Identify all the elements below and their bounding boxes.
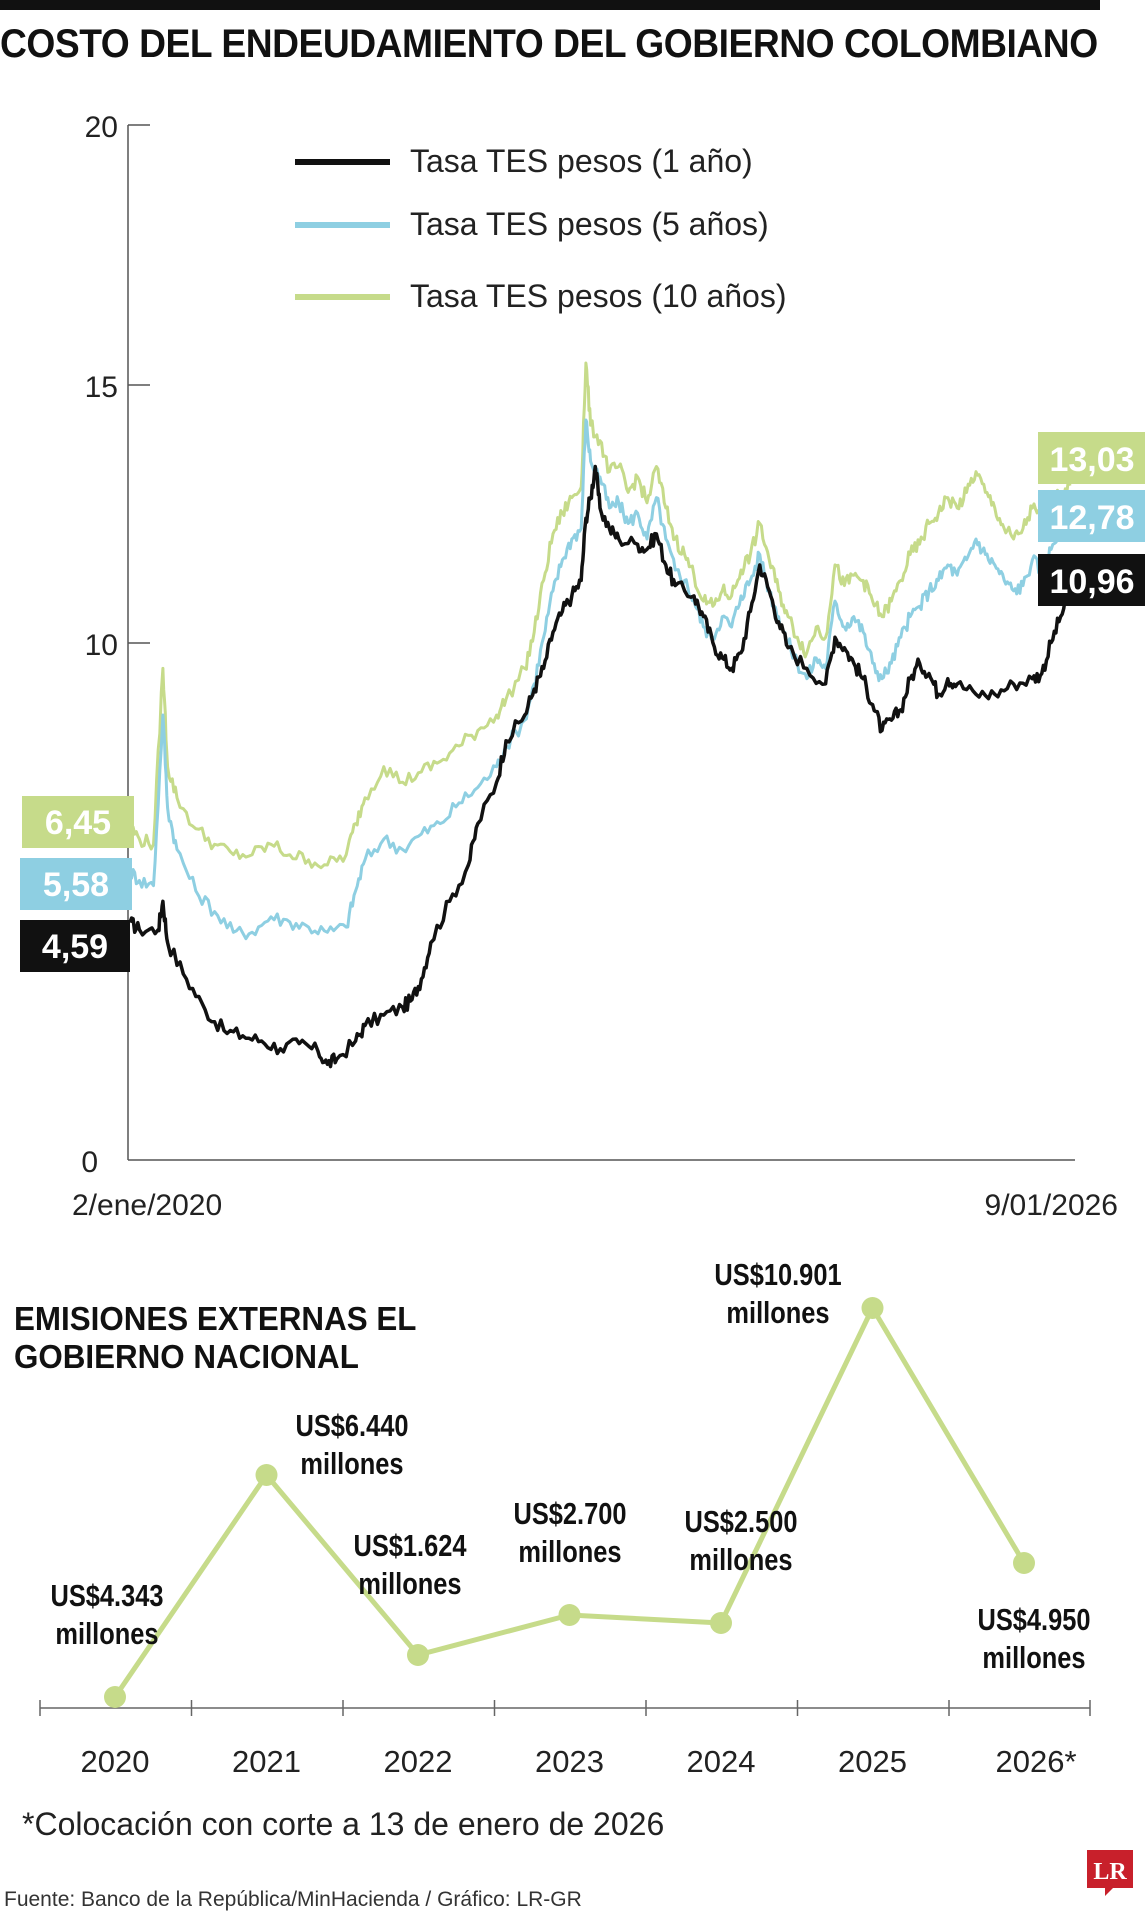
emission-point-2024 (710, 1612, 732, 1634)
start-tag-5y (20, 858, 132, 910)
end-tag-5y (1038, 490, 1145, 542)
emission-amount: US$10.901 (713, 1257, 842, 1292)
year-label-2020: 2020 (81, 1744, 150, 1779)
series-line-10y (128, 361, 1072, 870)
emission-point-2023 (558, 1604, 581, 1626)
end-value-5y: 12,78 (1049, 499, 1134, 537)
year-label-2025: 2025 (838, 1744, 907, 1779)
emission-amount: US$2.500 (684, 1504, 798, 1539)
emission-amount: US$4.343 (50, 1578, 164, 1613)
series-line-1y (128, 464, 1072, 1069)
emission-value-label-2022: US$1.624 millones (336, 1527, 484, 1603)
emission-unit: millones (517, 1534, 622, 1569)
year-label-2022: 2022 (384, 1744, 453, 1779)
y-tick-label: 10 (85, 629, 118, 662)
year-label-2023: 2023 (535, 1744, 604, 1779)
end-value-10y: 13,03 (1049, 441, 1134, 479)
start-value-10y: 6,45 (45, 804, 111, 842)
emission-point-2025 (861, 1297, 884, 1319)
lr-logo-shape (1087, 1850, 1133, 1896)
emission-value-label-2021: US$6.440 millones (278, 1407, 426, 1483)
emission-point-2022 (407, 1644, 429, 1666)
lr-logo-text: LR (1093, 1859, 1127, 1885)
emission-amount: US$2.700 (512, 1496, 627, 1531)
legend-label-10y: Tasa TES pesos (10 años) (410, 278, 787, 314)
year-label-2021: 2021 (232, 1744, 301, 1779)
emission-point-2020 (104, 1686, 126, 1708)
y-tick-label: 20 (85, 111, 118, 144)
year-label-2024: 2024 (687, 1744, 756, 1779)
chart-title: COSTO DEL ENDEUDAMIENTO DEL GOBIERNO COL… (0, 22, 1098, 66)
emission-value-label-2023: US$2.700 millones (496, 1495, 644, 1571)
emission-value-label-2025: US$10.901 millones (704, 1256, 852, 1332)
emission-value-label-2024: US$2.500 millones (667, 1503, 815, 1579)
emission-unit: millones (982, 1640, 1086, 1675)
emission-amount: US$1.624 (353, 1528, 467, 1563)
source-credit: Fuente: Banco de la República/MinHaciend… (4, 1888, 582, 1911)
emission-value-label-2020: US$4.343 millones (33, 1577, 181, 1653)
emission-point-2026 (1013, 1552, 1035, 1574)
emission-value-label-2026: US$4.950 millones (960, 1601, 1108, 1677)
lr-logo: LR (1087, 1850, 1133, 1896)
emission-unit: millones (358, 1566, 462, 1601)
emission-unit: millones (55, 1616, 159, 1651)
end-tag-10y (1038, 432, 1145, 484)
tes-rates-chart: 20 15 10 0 2/ene/2020 9/01/2026 Tasa TES… (20, 111, 1145, 1222)
start-tag-10y (22, 796, 134, 848)
emission-unit: millones (299, 1446, 404, 1481)
legend-label-1y: Tasa TES pesos (1 año) (410, 143, 753, 179)
emission-amount: US$4.950 (977, 1602, 1091, 1637)
emission-unit: millones (689, 1542, 793, 1577)
start-value-5y: 5,58 (43, 866, 109, 904)
x-end-label: 9/01/2026 (985, 1189, 1118, 1222)
start-tag-1y (20, 920, 130, 972)
legend-label-5y: Tasa TES pesos (5 años) (410, 206, 769, 242)
emission-point-2021 (255, 1464, 278, 1486)
emission-unit: millones (725, 1295, 830, 1330)
y-tick-label: 15 (85, 371, 118, 404)
end-tag-1y (1038, 554, 1145, 606)
series-line-5y (128, 418, 1072, 941)
end-value-1y: 10,96 (1049, 563, 1134, 601)
start-value-1y: 4,59 (42, 928, 108, 966)
y-tick-label: 0 (81, 1146, 98, 1179)
emissions-title: EMISIONES EXTERNAS EL GOBIERNO NACIONAL (14, 1300, 416, 1375)
top-rule (0, 0, 1100, 10)
footnote: *Colocación con corte a 13 de enero de 2… (22, 1806, 665, 1842)
x-start-label: 2/ene/2020 (72, 1189, 222, 1222)
year-label-2026: 2026* (995, 1744, 1076, 1779)
emission-amount: US$6.440 (294, 1408, 409, 1443)
